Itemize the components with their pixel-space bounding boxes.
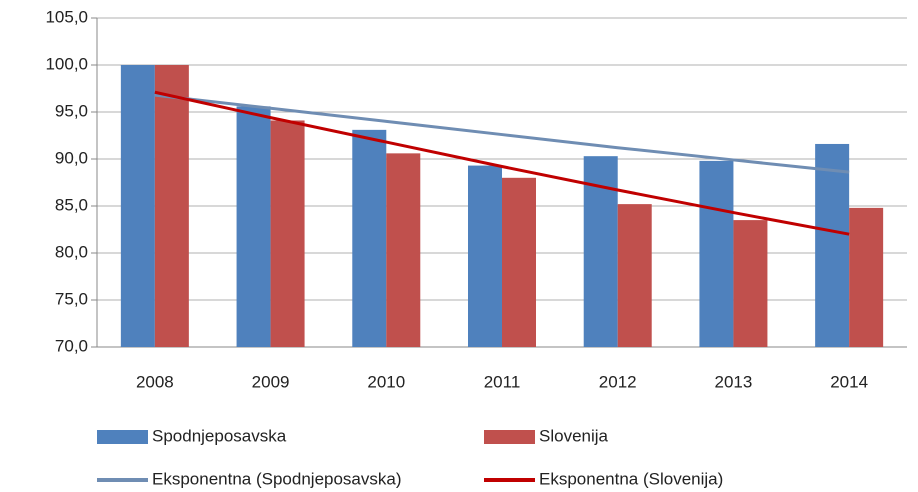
x-tick-label: 2012 <box>599 372 637 391</box>
trend-line <box>154 93 850 174</box>
legend-label: Eksponentna (Spodnjeposavska) <box>152 469 402 488</box>
bar <box>120 65 155 347</box>
bar <box>468 165 502 347</box>
y-tick-label: 95,0 <box>55 101 88 120</box>
bar <box>849 207 884 347</box>
y-tick-label: 90,0 <box>55 148 88 167</box>
x-tick-label: 2008 <box>136 372 174 391</box>
x-tick-label: 2013 <box>715 372 753 391</box>
x-tick-label: 2009 <box>252 372 290 391</box>
x-tick-label: 2010 <box>367 372 405 391</box>
bar <box>386 153 421 347</box>
bar <box>154 65 189 347</box>
y-tick-label: 100,0 <box>45 54 88 73</box>
bar <box>502 177 536 347</box>
bar <box>733 220 768 347</box>
legend-label: Spodnjeposavska <box>152 426 287 445</box>
bar <box>815 143 850 347</box>
legend-label: Slovenija <box>539 426 609 445</box>
y-tick-label: 75,0 <box>55 289 88 308</box>
trend-line <box>154 90 850 236</box>
y-tick-label: 105,0 <box>45 7 88 26</box>
x-tick-label: 2014 <box>830 372 868 391</box>
legend-label: Eksponentna (Slovenija) <box>539 469 723 488</box>
bar <box>270 120 305 348</box>
y-tick-label: 70,0 <box>55 336 88 355</box>
legend-swatch <box>97 430 148 444</box>
y-tick-label: 85,0 <box>55 195 88 214</box>
bar <box>236 106 271 347</box>
bar <box>352 129 387 347</box>
legend-swatch <box>484 430 535 444</box>
bar <box>699 160 734 347</box>
y-tick-label: 80,0 <box>55 242 88 261</box>
bar <box>617 204 652 347</box>
x-tick-label: 2011 <box>484 372 521 391</box>
